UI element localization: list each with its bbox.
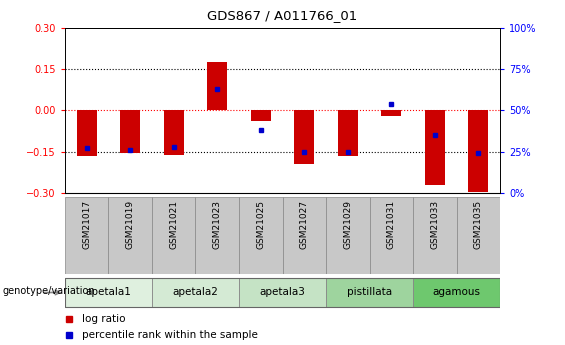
Text: GSM21033: GSM21033 — [431, 200, 439, 249]
Bar — [381, 110, 401, 116]
Bar — [370, 197, 413, 274]
Bar — [152, 197, 195, 274]
Bar — [195, 197, 239, 274]
Text: GSM21035: GSM21035 — [474, 200, 483, 249]
Text: log ratio: log ratio — [82, 314, 126, 324]
Text: GSM21017: GSM21017 — [82, 200, 91, 249]
Bar — [152, 278, 239, 307]
Text: apetala2: apetala2 — [172, 287, 219, 297]
Text: GSM21021: GSM21021 — [170, 200, 178, 249]
Bar — [77, 110, 97, 156]
Bar — [413, 197, 457, 274]
Text: GSM21025: GSM21025 — [257, 200, 265, 249]
Bar — [120, 110, 140, 153]
Text: agamous: agamous — [433, 287, 480, 297]
Bar — [468, 110, 488, 192]
Bar — [239, 278, 326, 307]
Text: apetala3: apetala3 — [259, 287, 306, 297]
Bar — [413, 278, 500, 307]
Bar — [294, 110, 314, 164]
Bar — [425, 110, 445, 185]
Text: GSM21027: GSM21027 — [300, 200, 308, 249]
Bar — [326, 278, 413, 307]
Bar — [108, 197, 152, 274]
Text: GSM21031: GSM21031 — [387, 200, 396, 249]
Bar — [239, 197, 282, 274]
Text: genotype/variation: genotype/variation — [3, 286, 95, 296]
Bar — [207, 62, 227, 110]
Text: GDS867 / A011766_01: GDS867 / A011766_01 — [207, 9, 358, 22]
Bar — [282, 197, 326, 274]
Text: apetala1: apetala1 — [85, 287, 132, 297]
Bar — [326, 197, 370, 274]
Bar — [164, 110, 184, 155]
Text: percentile rank within the sample: percentile rank within the sample — [82, 330, 258, 340]
Bar — [338, 110, 358, 156]
Bar — [251, 110, 271, 121]
Text: GSM21023: GSM21023 — [213, 200, 221, 249]
Bar — [65, 197, 108, 274]
Text: pistillata: pistillata — [347, 287, 392, 297]
Bar — [457, 197, 500, 274]
Text: GSM21019: GSM21019 — [126, 200, 134, 249]
Bar — [65, 278, 152, 307]
Text: GSM21029: GSM21029 — [344, 200, 352, 249]
